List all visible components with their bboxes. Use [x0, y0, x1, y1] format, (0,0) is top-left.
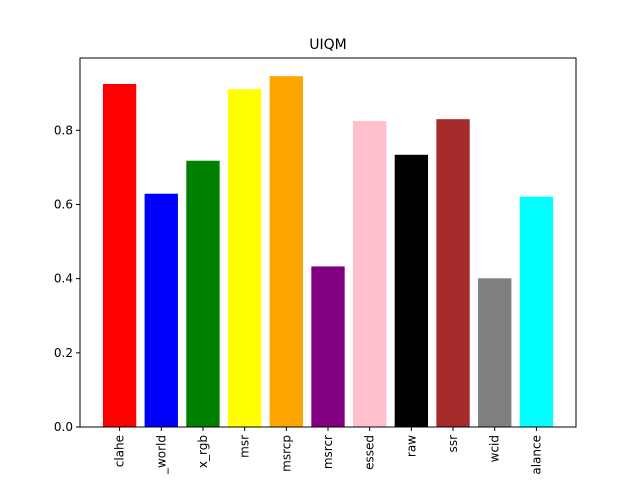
y-tick-label: 0.6: [54, 197, 73, 211]
x-tick-label: ssr: [446, 435, 460, 453]
bar-msrcp: [269, 76, 303, 427]
x-tick-label: x_rgb: [196, 435, 210, 468]
x-tick-label: raw: [404, 435, 418, 457]
bars-group: [102, 76, 554, 428]
x-tick-label: clahe: [113, 435, 127, 467]
y-tick-label: 0.8: [54, 123, 73, 137]
bar-essed: [353, 121, 387, 427]
x-axis: clahe _world x_rgb msr msrcp msrcr essed raw ssr…: [113, 427, 543, 475]
y-tick-label: 0.2: [54, 346, 73, 360]
bar-ssr: [436, 119, 470, 428]
y-tick-label: 0.0: [54, 420, 73, 434]
bar-alance: [519, 196, 554, 427]
y-axis: 0.0 0.2 0.4 0.6 0.8: [54, 123, 80, 434]
plot-frame: [79, 57, 577, 428]
bar-x-rgb: [186, 160, 220, 428]
x-tick-label: essed: [363, 435, 377, 470]
bar-msrcr: [311, 266, 345, 427]
y-tick-label: 0.4: [54, 272, 73, 286]
x-tick-label: msr: [238, 435, 252, 458]
x-tick-label: alance: [529, 435, 543, 475]
x-tick-label: _world: [154, 435, 168, 475]
chart-title: UIQM: [309, 37, 346, 53]
bar-wcid: [478, 278, 512, 427]
bar-raw: [394, 154, 429, 427]
x-tick-label: wcid: [488, 435, 502, 462]
x-tick-label: msrcr: [321, 435, 335, 469]
bar-clahe: [102, 83, 137, 427]
x-tick-label: msrcp: [279, 435, 293, 472]
bar-world: [144, 193, 178, 427]
bar-msr: [227, 89, 262, 427]
